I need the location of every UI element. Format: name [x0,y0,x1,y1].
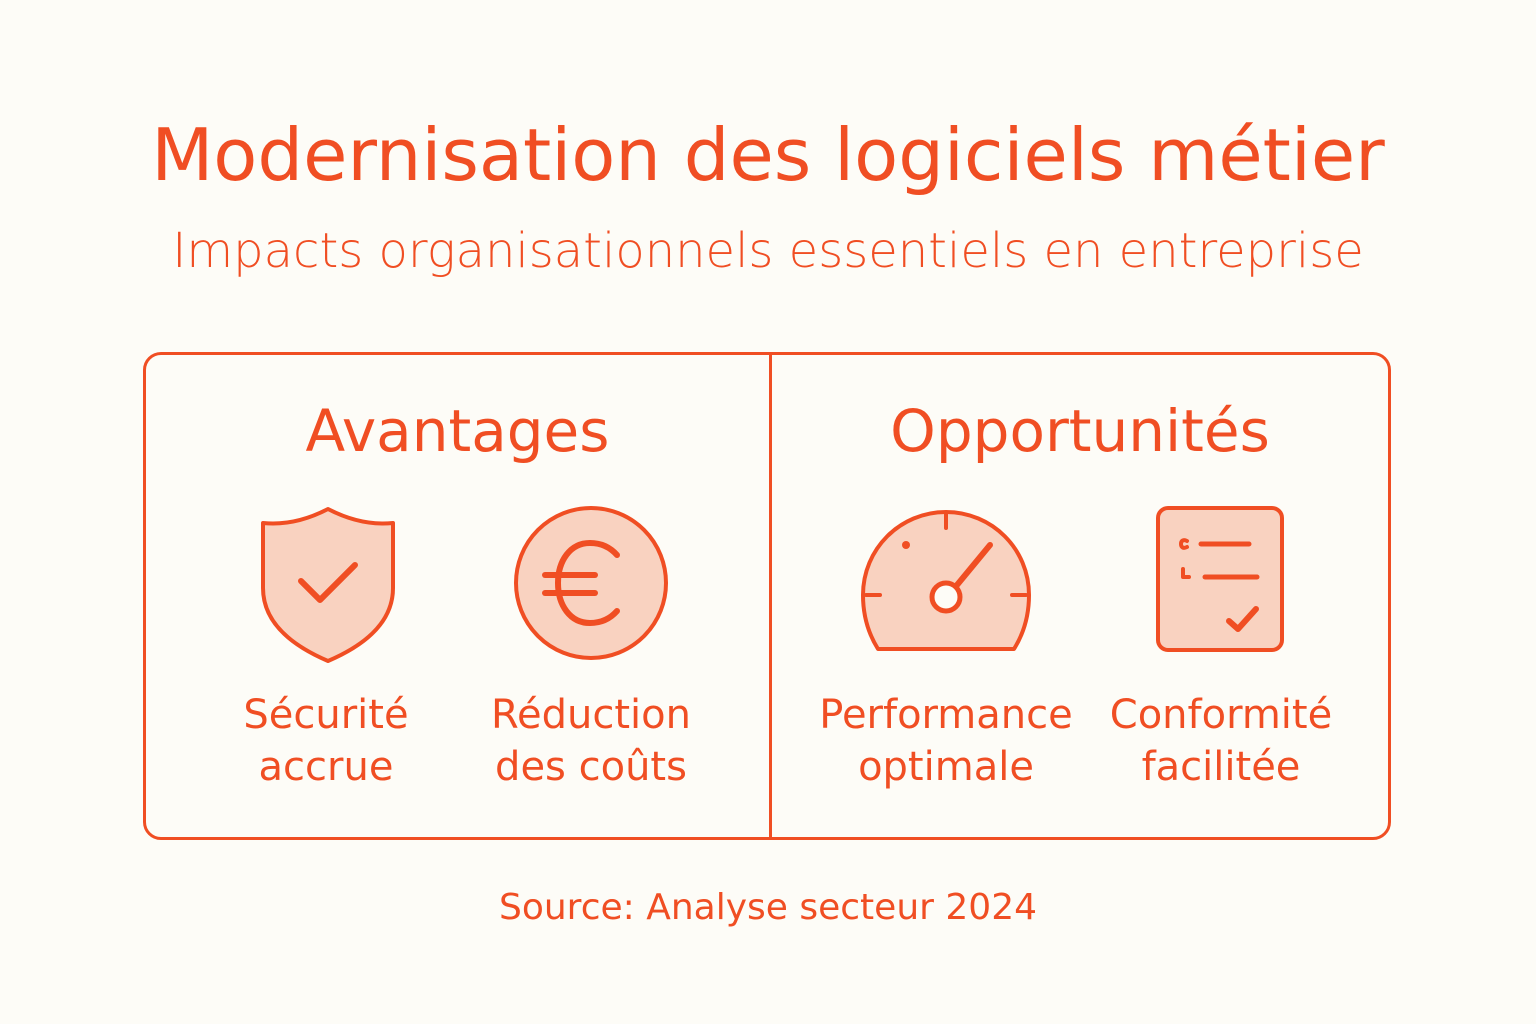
comparison-panel: Avantages Sécurité accrue Réduction des … [143,352,1391,840]
speedometer-icon [860,503,1032,653]
item-label-reduction: Réduction des coûts [466,689,716,793]
section-title-opportunites: Opportunités [890,397,1270,465]
page-title: Modernisation des logiciels métier [151,113,1385,197]
panel-divider [769,355,772,837]
item-label-securite: Sécurité accrue [216,689,436,793]
item-label-performance: Performance optimale [806,689,1086,793]
item-label-line-1: Sécurité [243,692,409,738]
section-title-avantages: Avantages [305,397,610,465]
item-label-line-2: optimale [858,744,1034,790]
item-label-line-1: Performance [819,692,1073,738]
euro-icon [511,503,671,663]
source-note: Source: Analyse secteur 2024 [498,887,1037,928]
item-label-line-1: Réduction [491,692,691,738]
item-label-line-2: des coûts [495,744,687,790]
shield-check-icon [253,503,403,663]
checklist-icon [1155,503,1285,653]
item-label-line-1: Conformité [1109,692,1333,738]
item-label-line-2: facilitée [1141,744,1301,790]
item-label-line-2: accrue [258,744,394,790]
page-subtitle: Impacts organisationnels essentiels en e… [172,223,1364,279]
item-label-conformite: Conformité facilitée [1096,689,1346,793]
